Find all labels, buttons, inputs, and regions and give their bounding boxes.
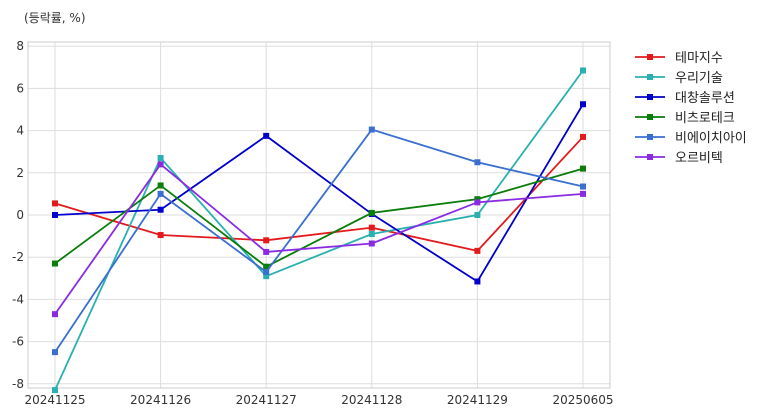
legend-item: 비에이치아이 — [635, 131, 747, 146]
data-point — [263, 268, 270, 275]
x-axis: 20241125 20241126 20241127 20241128 20241129… — [24, 393, 613, 407]
data-point — [580, 67, 586, 74]
data-point — [368, 230, 375, 237]
series-line — [54, 136, 584, 252]
legend-swatch-marker — [647, 154, 653, 160]
legend-swatch-marker — [647, 114, 653, 120]
series-우리기술 — [52, 67, 586, 394]
y-axis: -8 -6 -4 -2 0 2 4 6 8 — [12, 39, 24, 391]
series-비츠로테크 — [52, 165, 586, 270]
legend-item: 대창솔루션 — [635, 91, 735, 106]
y-tick-label: -6 — [12, 335, 24, 349]
plot-frame — [27, 41, 611, 389]
data-point — [474, 212, 481, 218]
data-point — [368, 224, 375, 231]
x-tick-label: 20241129 — [447, 393, 508, 407]
data-point — [368, 209, 375, 216]
unit-label: (등락률, %) — [24, 11, 86, 25]
legend-item: 오르비텍 — [635, 151, 723, 166]
legend-item: 비츠로테크 — [635, 111, 735, 126]
legend-item: 우리기술 — [635, 71, 723, 86]
x-tick-label: 20241126 — [130, 393, 191, 407]
series-line — [54, 69, 584, 391]
data-point — [157, 206, 164, 213]
data-point — [157, 182, 164, 189]
data-point — [474, 199, 481, 206]
data-point — [263, 248, 270, 255]
x-tick-label: 20241128 — [341, 393, 402, 407]
legend-label: 비츠로테크 — [675, 111, 735, 126]
legend-swatch-marker — [647, 94, 653, 100]
data-point — [368, 240, 375, 247]
data-point — [580, 133, 586, 140]
y-tick-label: -4 — [12, 292, 24, 306]
y-tick-label: 6 — [16, 81, 24, 95]
data-point — [52, 200, 58, 207]
x-tick-label: 20241127 — [236, 393, 297, 407]
data-point — [580, 165, 586, 172]
series-line — [54, 163, 584, 315]
data-point — [52, 349, 58, 356]
data-point — [580, 101, 586, 108]
legend-item: 테마지수 — [635, 51, 723, 66]
data-point — [157, 190, 164, 197]
y-tick-label: -8 — [12, 377, 24, 391]
data-point — [368, 126, 375, 133]
y-tick-label: 4 — [16, 124, 24, 138]
x-tick-label: 20241125 — [24, 393, 85, 407]
x-tick-label: 20250605 — [552, 393, 613, 407]
data-point — [263, 263, 270, 270]
data-point — [52, 260, 58, 267]
legend-swatch-marker — [647, 74, 653, 80]
series-line — [54, 103, 584, 283]
data-point — [263, 132, 270, 139]
legend-label: 비에이치아이 — [675, 131, 747, 146]
legend-swatch-marker — [647, 134, 653, 140]
data-point — [474, 159, 481, 166]
data-point — [474, 247, 481, 254]
data-point — [52, 311, 58, 318]
data-point — [263, 273, 270, 280]
data-point — [157, 232, 164, 239]
y-tick-label: 0 — [16, 208, 24, 222]
legend-label: 오르비텍 — [675, 151, 723, 166]
data-point — [474, 278, 481, 285]
legend-label: 대창솔루션 — [675, 91, 735, 106]
legend-label: 우리기술 — [675, 71, 723, 86]
data-point — [157, 155, 164, 162]
y-tick-label: -2 — [12, 250, 24, 264]
series-오르비텍 — [52, 161, 586, 318]
series-테마지수 — [52, 133, 586, 254]
series-line — [54, 167, 584, 268]
data-point — [52, 387, 58, 394]
data-point — [157, 161, 164, 168]
legend-swatch-marker — [647, 54, 653, 60]
data-point — [580, 190, 586, 197]
y-tick-label: 8 — [16, 39, 24, 53]
data-point — [52, 212, 58, 218]
data-point — [474, 196, 481, 203]
y-tick-label: 2 — [16, 166, 24, 180]
data-point — [580, 183, 586, 190]
series-line — [54, 128, 584, 353]
grid-layer — [28, 42, 610, 388]
series-layer — [52, 67, 586, 394]
legend-label: 테마지수 — [675, 51, 723, 66]
data-point — [263, 237, 270, 244]
series-비에이치아이 — [52, 126, 586, 356]
